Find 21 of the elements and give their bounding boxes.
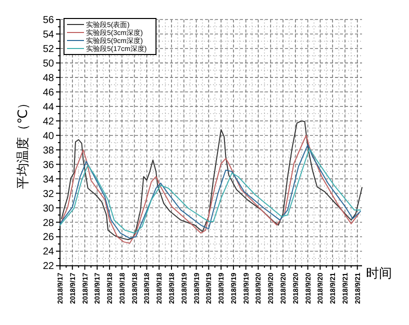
y-tick-label: 50: [42, 58, 54, 70]
line-series: [61, 120, 362, 240]
y-tick-label: 42: [42, 116, 54, 128]
y-tick-label: 38: [42, 145, 54, 156]
y-tick-label: 46: [42, 87, 54, 98]
y-axis-title: 平均温度（℃）: [15, 96, 30, 189]
y-tick-label: 22: [42, 261, 54, 272]
y-tick-label: 56: [42, 15, 54, 26]
y-tick-label: 52: [42, 44, 54, 55]
y-tick-label: 40: [42, 130, 54, 142]
y-tick-label: 44: [42, 102, 54, 113]
y-tick-label: 28: [42, 218, 54, 229]
x-axis-title: 时间: [366, 266, 392, 281]
y-tick-label: 24: [42, 246, 54, 258]
y-tick-label: 26: [42, 232, 54, 244]
y-tick-label: 30: [42, 203, 54, 214]
y-tick-label: 48: [42, 72, 54, 84]
y-tick-label: 32: [42, 188, 54, 200]
y-tick-label: 34: [42, 174, 54, 186]
y-tick-label: 54: [42, 29, 54, 40]
y-tick-label: 36: [42, 160, 54, 171]
